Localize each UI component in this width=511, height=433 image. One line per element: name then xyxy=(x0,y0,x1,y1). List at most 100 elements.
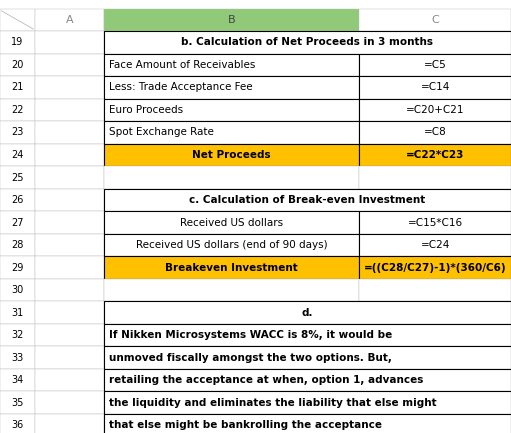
FancyBboxPatch shape xyxy=(35,76,104,99)
Text: 34: 34 xyxy=(11,375,24,385)
FancyBboxPatch shape xyxy=(104,369,511,391)
Text: 20: 20 xyxy=(11,60,24,70)
FancyBboxPatch shape xyxy=(35,121,104,144)
Text: 32: 32 xyxy=(11,330,24,340)
Text: B: B xyxy=(228,15,235,25)
FancyBboxPatch shape xyxy=(0,279,35,301)
FancyBboxPatch shape xyxy=(359,9,511,31)
FancyBboxPatch shape xyxy=(35,414,104,433)
FancyBboxPatch shape xyxy=(35,256,104,279)
Text: 21: 21 xyxy=(11,82,24,93)
Text: 19: 19 xyxy=(11,37,24,48)
FancyBboxPatch shape xyxy=(104,346,511,369)
FancyBboxPatch shape xyxy=(35,301,104,324)
FancyBboxPatch shape xyxy=(104,31,511,54)
FancyBboxPatch shape xyxy=(104,121,359,144)
Text: =C5: =C5 xyxy=(424,60,447,70)
FancyBboxPatch shape xyxy=(0,234,35,256)
FancyBboxPatch shape xyxy=(35,324,104,346)
FancyBboxPatch shape xyxy=(0,189,35,211)
Text: 31: 31 xyxy=(11,307,24,318)
FancyBboxPatch shape xyxy=(0,391,35,414)
Text: =C14: =C14 xyxy=(421,82,450,93)
FancyBboxPatch shape xyxy=(104,144,359,166)
Text: Spot Exchange Rate: Spot Exchange Rate xyxy=(109,127,214,138)
FancyBboxPatch shape xyxy=(0,346,35,369)
Text: C: C xyxy=(431,15,439,25)
FancyBboxPatch shape xyxy=(0,144,35,166)
Text: 27: 27 xyxy=(11,217,24,228)
FancyBboxPatch shape xyxy=(35,211,104,234)
Text: =C24: =C24 xyxy=(421,240,450,250)
FancyBboxPatch shape xyxy=(359,256,511,279)
FancyBboxPatch shape xyxy=(359,54,511,76)
FancyBboxPatch shape xyxy=(104,54,359,76)
Text: =C22*C23: =C22*C23 xyxy=(406,150,464,160)
Text: 36: 36 xyxy=(11,420,24,430)
Text: b. Calculation of Net Proceeds in 3 months: b. Calculation of Net Proceeds in 3 mont… xyxy=(181,37,433,48)
FancyBboxPatch shape xyxy=(0,324,35,346)
FancyBboxPatch shape xyxy=(104,211,359,234)
Text: If Nikken Microsystems WACC is 8%, it would be: If Nikken Microsystems WACC is 8%, it wo… xyxy=(109,330,392,340)
FancyBboxPatch shape xyxy=(359,144,511,166)
FancyBboxPatch shape xyxy=(0,256,35,279)
Text: retailing the acceptance at when, option 1, advances: retailing the acceptance at when, option… xyxy=(109,375,423,385)
Text: 30: 30 xyxy=(11,285,24,295)
FancyBboxPatch shape xyxy=(104,256,359,279)
Text: 23: 23 xyxy=(11,127,24,138)
FancyBboxPatch shape xyxy=(35,234,104,256)
FancyBboxPatch shape xyxy=(359,211,511,234)
Text: the liquidity and eliminates the liability that else might: the liquidity and eliminates the liabili… xyxy=(109,397,436,408)
FancyBboxPatch shape xyxy=(35,166,104,189)
Text: 29: 29 xyxy=(11,262,24,273)
FancyBboxPatch shape xyxy=(104,234,359,256)
FancyBboxPatch shape xyxy=(104,189,511,211)
Text: Face Amount of Receivables: Face Amount of Receivables xyxy=(109,60,255,70)
FancyBboxPatch shape xyxy=(104,9,359,31)
Text: Received US dollars (end of 90 days): Received US dollars (end of 90 days) xyxy=(136,240,328,250)
FancyBboxPatch shape xyxy=(35,99,104,121)
FancyBboxPatch shape xyxy=(0,414,35,433)
FancyBboxPatch shape xyxy=(104,391,511,414)
FancyBboxPatch shape xyxy=(0,99,35,121)
FancyBboxPatch shape xyxy=(104,324,511,346)
FancyBboxPatch shape xyxy=(0,54,35,76)
Text: =((C28/C27)-1)*(360/C6): =((C28/C27)-1)*(360/C6) xyxy=(364,262,506,273)
FancyBboxPatch shape xyxy=(359,121,511,144)
FancyBboxPatch shape xyxy=(35,144,104,166)
FancyBboxPatch shape xyxy=(35,31,104,54)
FancyBboxPatch shape xyxy=(35,279,104,301)
FancyBboxPatch shape xyxy=(104,279,359,301)
Text: 33: 33 xyxy=(11,352,24,363)
FancyBboxPatch shape xyxy=(104,76,359,99)
Text: 35: 35 xyxy=(11,397,24,408)
FancyBboxPatch shape xyxy=(0,31,35,54)
FancyBboxPatch shape xyxy=(359,99,511,121)
Text: unmoved fiscally amongst the two options. But,: unmoved fiscally amongst the two options… xyxy=(109,352,392,363)
FancyBboxPatch shape xyxy=(0,76,35,99)
Text: Less: Trade Acceptance Fee: Less: Trade Acceptance Fee xyxy=(109,82,252,93)
Text: 22: 22 xyxy=(11,105,24,115)
Text: that else might be bankrolling the acceptance: that else might be bankrolling the accep… xyxy=(109,420,382,430)
FancyBboxPatch shape xyxy=(359,166,511,189)
FancyBboxPatch shape xyxy=(359,76,511,99)
FancyBboxPatch shape xyxy=(0,166,35,189)
FancyBboxPatch shape xyxy=(104,166,359,189)
FancyBboxPatch shape xyxy=(0,301,35,324)
FancyBboxPatch shape xyxy=(0,121,35,144)
Text: 24: 24 xyxy=(11,150,24,160)
FancyBboxPatch shape xyxy=(0,211,35,234)
Text: Euro Proceeds: Euro Proceeds xyxy=(109,105,183,115)
FancyBboxPatch shape xyxy=(35,54,104,76)
Text: 25: 25 xyxy=(11,172,24,183)
Text: Received US dollars: Received US dollars xyxy=(180,217,283,228)
FancyBboxPatch shape xyxy=(104,414,511,433)
Text: Breakeven Investment: Breakeven Investment xyxy=(165,262,298,273)
Text: =C8: =C8 xyxy=(424,127,447,138)
FancyBboxPatch shape xyxy=(104,301,511,324)
FancyBboxPatch shape xyxy=(359,279,511,301)
FancyBboxPatch shape xyxy=(35,9,104,31)
FancyBboxPatch shape xyxy=(35,369,104,391)
Text: A: A xyxy=(65,15,73,25)
Text: Net Proceeds: Net Proceeds xyxy=(192,150,271,160)
